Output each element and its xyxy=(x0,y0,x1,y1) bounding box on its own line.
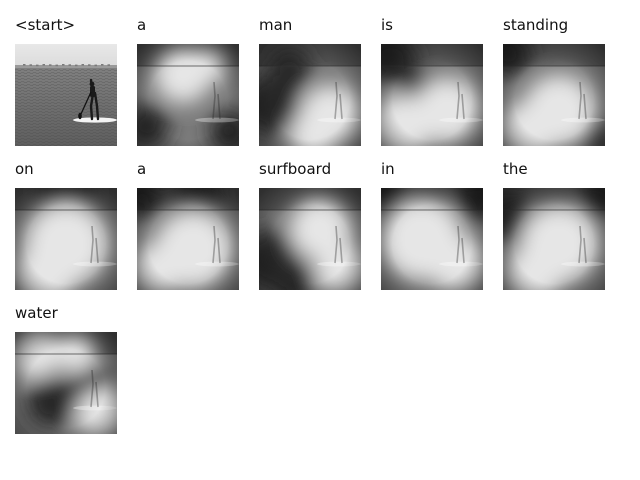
token-word: is xyxy=(381,16,393,34)
token-word: a xyxy=(137,16,147,34)
token-cell: a xyxy=(137,16,241,146)
attention-map xyxy=(259,44,361,146)
attention-map xyxy=(137,44,239,146)
attention-heatmap-image xyxy=(381,188,483,290)
token-word: in xyxy=(381,160,395,178)
token-word: on xyxy=(15,160,34,178)
attention-heatmap-image xyxy=(259,188,361,290)
token-cell: <start> xyxy=(15,16,119,146)
source-photo-image xyxy=(15,44,117,146)
token-word: surfboard xyxy=(259,160,332,178)
token-word: standing xyxy=(503,16,569,34)
token-cell: a xyxy=(137,160,241,290)
token-word: a xyxy=(137,160,147,178)
token-word: the xyxy=(503,160,528,178)
token-cell: surfboard xyxy=(259,160,363,290)
attention-map xyxy=(381,188,483,290)
token-word: <start> xyxy=(15,16,76,34)
attention-heatmap-image xyxy=(381,44,483,146)
attention-heatmap-image xyxy=(503,44,605,146)
attention-map xyxy=(503,188,605,290)
attention-map xyxy=(15,188,117,290)
token-cell: is xyxy=(381,16,485,146)
token-cell: water xyxy=(15,304,119,434)
token-word: water xyxy=(15,304,58,322)
attention-map xyxy=(259,188,361,290)
attention-heatmap-image xyxy=(137,188,239,290)
attention-heatmap-image xyxy=(137,44,239,146)
attention-map xyxy=(503,44,605,146)
attention-map xyxy=(15,332,117,434)
token-cell: man xyxy=(259,16,363,146)
token-cell: standing xyxy=(503,16,607,146)
attention-heatmap-image xyxy=(259,44,361,146)
token-cell: in xyxy=(381,160,485,290)
attention-map xyxy=(137,188,239,290)
attention-map xyxy=(381,44,483,146)
source-photo xyxy=(15,44,117,146)
token-word: man xyxy=(259,16,293,34)
attention-heatmap-image xyxy=(15,332,117,434)
token-cell: the xyxy=(503,160,607,290)
token-cell: on xyxy=(15,160,119,290)
attention-heatmap-image xyxy=(15,188,117,290)
attention-heatmap-image xyxy=(503,188,605,290)
